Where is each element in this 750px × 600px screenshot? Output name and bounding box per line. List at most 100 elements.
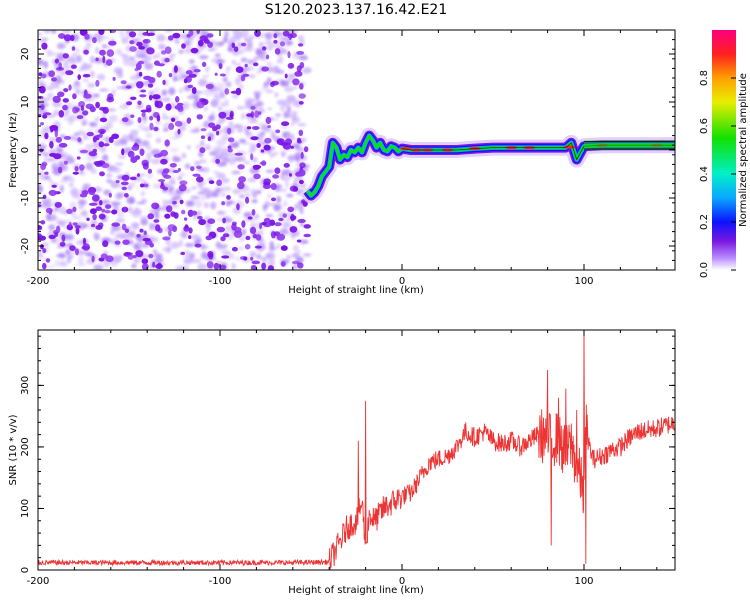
noise-blob [195, 210, 202, 217]
noise-blob [71, 215, 81, 220]
noise-blob-strong [105, 59, 113, 66]
noise-blob-strong [72, 171, 80, 175]
noise-blob-strong [208, 180, 215, 185]
noise-blob [151, 158, 161, 165]
noise-blob-strong [188, 30, 194, 37]
noise-blob [254, 92, 261, 101]
noise-blob [113, 140, 123, 146]
noise-blob [77, 256, 84, 264]
noise-blob [247, 177, 257, 183]
noise-blob [89, 122, 95, 126]
noise-blob-strong [278, 217, 284, 222]
noise-blob-strong [297, 137, 301, 143]
noise-blob [200, 139, 205, 147]
noise-blob [144, 62, 154, 70]
noise-blob [169, 176, 176, 183]
noise-blob [251, 199, 258, 204]
noise-blob [288, 154, 295, 162]
noise-blob-strong [54, 232, 59, 238]
noise-blob-strong [54, 58, 60, 64]
noise-blob [221, 156, 231, 163]
noise-blob [56, 245, 63, 249]
noise-blob-strong [245, 196, 250, 204]
noise-blob [85, 42, 92, 48]
noise-blob [87, 253, 96, 257]
noise-blob-strong [101, 162, 110, 169]
noise-blob-strong [166, 205, 173, 213]
noise-blob [265, 169, 275, 173]
noise-blob [195, 144, 202, 149]
noise-blob-strong [88, 151, 98, 157]
noise-blob [178, 125, 186, 132]
noise-blob-strong [95, 225, 103, 230]
noise-blob-strong [197, 39, 204, 47]
noise-blob-strong [231, 246, 238, 252]
noise-blob-strong [196, 30, 200, 34]
noise-blob-strong [250, 256, 254, 261]
noise-blob [171, 241, 180, 249]
noise-blob-strong [240, 42, 247, 47]
noise-blob [157, 169, 164, 174]
noise-blob [223, 36, 229, 43]
noise-blob [172, 195, 182, 201]
noise-blob [260, 56, 268, 61]
noise-blob-strong [297, 218, 306, 224]
noise-blob [196, 44, 205, 52]
noise-blob [243, 161, 251, 165]
noise-blob-strong [62, 53, 69, 59]
noise-blob [260, 126, 271, 133]
noise-blob [155, 137, 162, 144]
noise-blob [279, 105, 286, 112]
noise-blob [123, 234, 133, 240]
noise-blob-strong [261, 66, 270, 72]
noise-blob [184, 249, 190, 255]
noise-blob-strong [186, 117, 192, 124]
noise-blob [122, 134, 129, 141]
noise-blob-strong [297, 262, 304, 269]
noise-blob [264, 200, 270, 209]
noise-blob-strong [75, 248, 79, 256]
noise-blob [67, 176, 73, 182]
noise-blob-strong [287, 51, 291, 59]
noise-blob [44, 175, 51, 180]
noise-blob [63, 60, 69, 67]
noise-blob-strong [98, 30, 105, 35]
noise-blob [146, 145, 152, 151]
noise-blob-strong [138, 71, 143, 77]
noise-blob-strong [104, 210, 111, 214]
noise-blob [90, 167, 97, 175]
noise-blob-strong [291, 260, 300, 265]
noise-blob [281, 151, 286, 158]
noise-blob-strong [177, 128, 181, 135]
noise-blob-strong [72, 222, 78, 226]
noise-blob-strong [152, 261, 156, 268]
noise-blob-strong [196, 176, 204, 183]
noise-blob-strong [156, 70, 162, 78]
noise-blob-strong [140, 89, 147, 93]
noise-blob [198, 159, 207, 164]
noise-blob [231, 60, 236, 65]
noise-blob-strong [40, 220, 46, 225]
noise-blob [283, 110, 289, 118]
noise-blob [77, 130, 86, 135]
noise-blob [215, 172, 226, 180]
noise-blob [266, 251, 276, 259]
noise-blob-strong [170, 117, 176, 123]
noise-blob [167, 244, 174, 250]
noise-blob-strong [161, 170, 168, 177]
noise-blob [82, 78, 90, 82]
noise-blob [248, 74, 256, 79]
noise-blob [89, 70, 95, 78]
noise-blob-strong [227, 137, 235, 143]
noise-blob [66, 255, 72, 264]
noise-blob [276, 69, 285, 75]
noise-blob [281, 131, 287, 138]
noise-blob-strong [245, 235, 251, 241]
noise-blob-strong [120, 80, 127, 85]
noise-blob-strong [139, 94, 147, 98]
noise-blob-strong [79, 164, 85, 171]
noise-blob-strong [176, 102, 184, 106]
noise-blob-strong [154, 100, 159, 108]
noise-blob [135, 50, 144, 57]
noise-blob-strong [82, 237, 87, 245]
